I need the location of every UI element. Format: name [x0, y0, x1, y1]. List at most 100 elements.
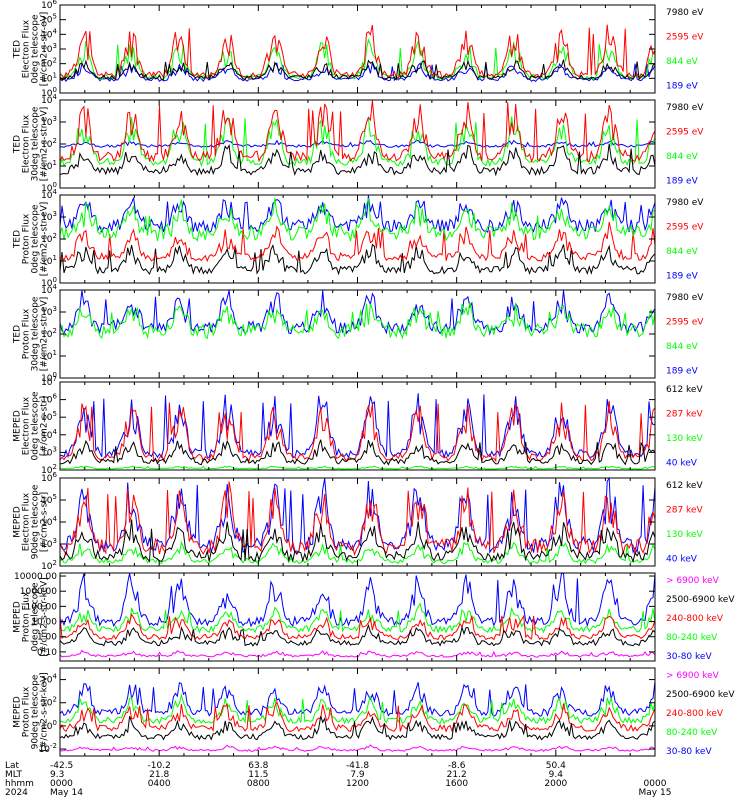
- lat-value: 63.8: [248, 761, 268, 771]
- y-axis-label: MEPEDProton Flux0deg telescope[#/cm2-s-s…: [13, 577, 50, 656]
- time-value: 0000: [644, 779, 667, 789]
- lat-value: -42.5: [50, 761, 73, 771]
- series-line-5-1: [59, 439, 656, 466]
- legend-entry: 844 eV: [666, 152, 699, 162]
- series-line-7-4: [59, 602, 656, 634]
- legend-entry: 844 eV: [666, 247, 699, 257]
- lat-value: -8.6: [448, 761, 466, 771]
- mlt-value: 21.8: [149, 770, 169, 780]
- series-line-6-4: [59, 476, 656, 554]
- series-line-7-3: [59, 612, 656, 641]
- y-tick-label: 106: [41, 0, 57, 11]
- legend-entry: 7980 eV: [666, 103, 704, 113]
- y-axis-label: TEDProton Flux0deg telescope[#/cm2-s-str…: [13, 202, 50, 277]
- date-value: May 15: [639, 788, 672, 798]
- x-row-label: MLT: [5, 770, 23, 780]
- series-line-1-4: [59, 62, 656, 82]
- series-line-4-3: [59, 301, 656, 340]
- x-row-label: hhmm: [5, 779, 34, 789]
- series-line-4-4: [59, 290, 656, 336]
- legend-entry: 80-240 keV: [666, 728, 718, 738]
- legend-entry: 2500-6900 keV: [666, 595, 735, 605]
- legend-entry: 612 keV: [666, 481, 703, 491]
- series-line-8-3: [59, 700, 656, 733]
- legend-entry: 844 eV: [666, 57, 699, 67]
- y-tick-label: 1000.00: [20, 587, 57, 597]
- legend-entry: 2595 eV: [666, 223, 704, 233]
- series-line-5-2: [59, 400, 656, 463]
- legend-entry: 30-80 keV: [666, 652, 712, 662]
- legend-entry: 240-800 keV: [666, 709, 724, 719]
- y-axis-label: TEDProton Flux30deg telescope[#/cm2-s-st…: [13, 296, 50, 371]
- mlt-value: 9.3: [50, 770, 64, 780]
- time-value: 0000: [50, 779, 73, 789]
- y-axis-label: MEPEDElectron Flux0deg telescope[#/cm2-s…: [13, 391, 50, 461]
- series-line-6-2: [59, 481, 656, 557]
- time-value: 2000: [544, 779, 567, 789]
- mlt-value: 9.4: [549, 770, 564, 780]
- series-line-2-2: [59, 100, 656, 163]
- legend-entry: 2500-6900 keV: [666, 690, 735, 700]
- y-axis-label: MEPEDProton Flux90deg telescope[#/cm2-s-…: [13, 672, 50, 751]
- panel-frame: [59, 289, 656, 379]
- series-line-1-2: [59, 24, 656, 80]
- legend-entry: 240-800 keV: [666, 614, 724, 624]
- panel-frame: [59, 572, 656, 662]
- series-line-5-4: [59, 393, 656, 460]
- legend-entry: 287 keV: [666, 410, 703, 420]
- legend-entry: 844 eV: [666, 342, 699, 352]
- series-line-3-3: [59, 197, 656, 242]
- mlt-value: 11.5: [248, 770, 268, 780]
- legend-entry: 7980 eV: [666, 293, 704, 303]
- legend-entry: 40 keV: [666, 555, 698, 565]
- time-value: 0400: [148, 779, 171, 789]
- legend-entry: > 6900 keV: [666, 576, 720, 586]
- y-axis-label: MEPEDElectron Flux90deg telescope[#/cm2-…: [13, 484, 50, 559]
- legend-entry: 287 keV: [666, 506, 703, 516]
- time-value: 1600: [445, 779, 468, 789]
- series-line-8-5: [59, 681, 656, 717]
- y-tick-label: 1.00: [37, 633, 57, 643]
- y-axis-label: TEDElectron Flux0deg telescope[#/cm2-s-s…: [13, 12, 50, 87]
- legend-entry: 189 eV: [666, 177, 699, 187]
- mlt-value: 7.9: [350, 770, 365, 780]
- legend-entry: 2595 eV: [666, 128, 704, 138]
- series-line-1-1: [59, 59, 656, 81]
- mlt-value: 21.2: [447, 770, 467, 780]
- lat-value: -41.8: [346, 761, 370, 771]
- legend-entry: 189 eV: [666, 367, 699, 377]
- legend-entry: 80-240 keV: [666, 633, 718, 643]
- y-tick-label: 100.00: [26, 602, 58, 612]
- y-tick-label: 102: [41, 559, 57, 572]
- y-tick-label: 10000.00: [14, 572, 57, 582]
- legend-entry: 612 keV: [666, 385, 703, 395]
- series-line-3-4: [59, 195, 656, 234]
- series-line-3-2: [59, 221, 656, 263]
- panel-7: 0.10 1.00 10.00 100.00 1000.00 10000.00MEPEDP…: [13, 572, 736, 662]
- y-tick-label: 10.00: [31, 618, 57, 628]
- legend-entry: 2595 eV: [666, 318, 704, 328]
- date-value: May 14: [50, 788, 83, 798]
- series-line-8-4: [59, 693, 656, 725]
- legend-entry: 2595 eV: [666, 33, 704, 43]
- series-line-7-5: [59, 572, 656, 628]
- lat-value: -10.2: [148, 761, 171, 771]
- y-axis-label: TEDElectron Flux30deg telescope[#/cm2-s-…: [13, 106, 50, 181]
- legend-entry: 40 keV: [666, 459, 698, 469]
- x-row-label: 2024: [5, 788, 28, 798]
- x-row-label: Lat: [5, 761, 20, 771]
- series-line-2-3: [59, 116, 656, 168]
- legend-entry: 7980 eV: [666, 198, 704, 208]
- series-line-3-1: [59, 243, 656, 276]
- legend-entry: > 6900 keV: [666, 671, 720, 681]
- y-tick-label: 0.10: [37, 648, 57, 658]
- legend-entry: 189 eV: [666, 82, 699, 92]
